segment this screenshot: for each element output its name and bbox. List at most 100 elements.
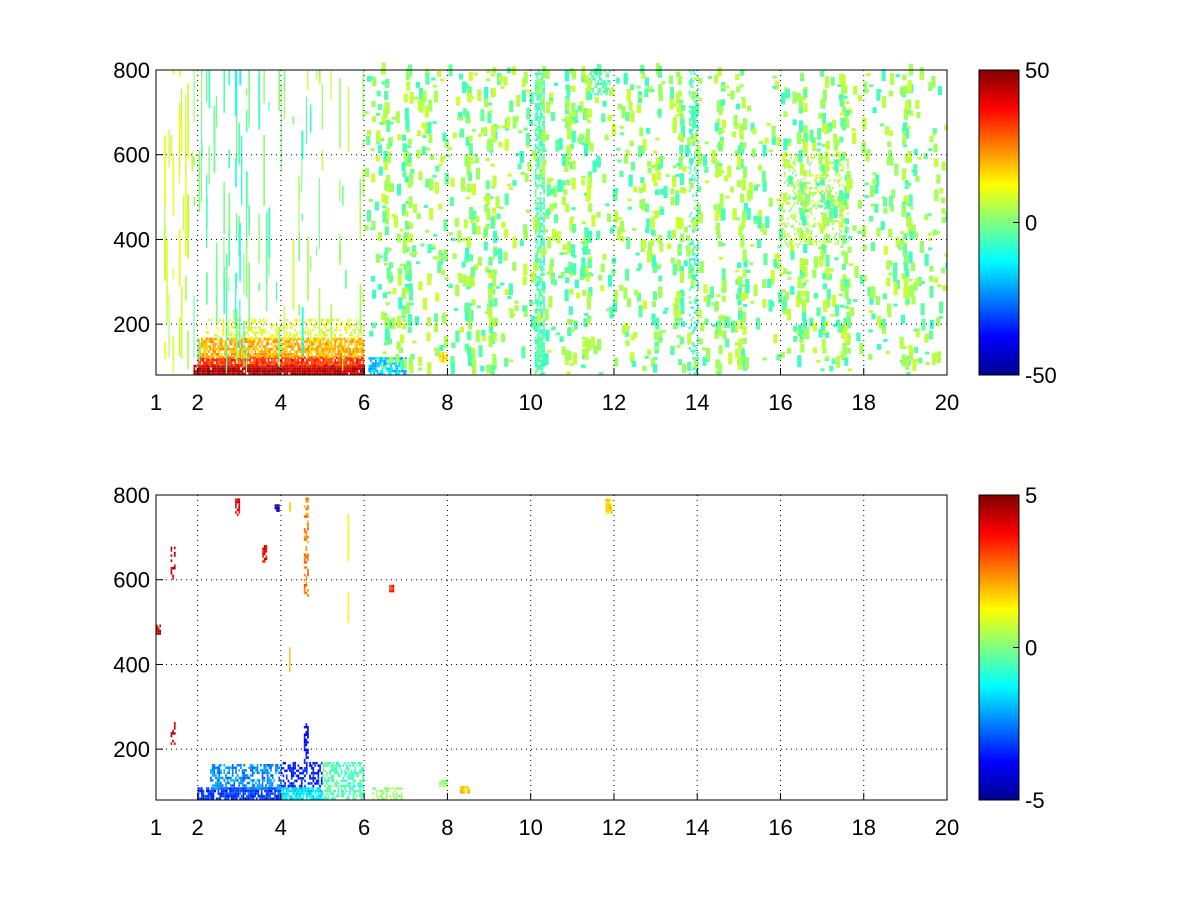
heatmap-cell	[220, 342, 223, 346]
heatmap-cell	[578, 135, 584, 145]
heatmap-cell	[526, 209, 531, 213]
heatmap-cell	[336, 372, 339, 375]
heatmap-cell	[536, 77, 539, 81]
heatmap-cell	[835, 171, 838, 175]
heatmap-cell	[729, 186, 735, 193]
heatmap-cell	[915, 176, 920, 182]
heatmap-cell	[322, 347, 325, 351]
heatmap-cell	[536, 306, 539, 309]
heatmap-cell	[748, 190, 753, 200]
heatmap-cell	[253, 367, 256, 370]
heatmap-cell	[581, 336, 586, 340]
heatmap-cell	[217, 364, 220, 367]
heatmap-cell	[492, 136, 497, 143]
heatmap-cell	[820, 192, 823, 195]
heatmap-cell	[403, 372, 405, 375]
heatmap-cell	[868, 310, 874, 313]
heatmap-cell	[833, 204, 836, 208]
heatmap-cell	[279, 353, 281, 356]
heatmap-cell	[597, 87, 599, 91]
heatmap-cell	[377, 232, 382, 241]
heatmap-cell	[201, 358, 203, 362]
heatmap-cell	[539, 136, 542, 139]
heatmap-cell	[788, 197, 791, 200]
heatmap-cell	[320, 345, 323, 348]
heatmap-cell	[535, 223, 540, 227]
heatmap-cell	[350, 331, 353, 334]
heatmap-cell	[541, 372, 544, 375]
heatmap-cell	[538, 103, 540, 106]
heatmap-cell	[357, 342, 360, 346]
heatmap-cell	[305, 364, 308, 367]
heatmap-cell	[628, 174, 633, 187]
heatmap-cell	[690, 85, 693, 88]
heatmap-cell	[249, 345, 251, 348]
heatmap-cell	[395, 372, 397, 375]
heatmap-cell	[696, 204, 701, 211]
heatmap-cell	[869, 215, 874, 222]
heatmap-cell	[294, 333, 296, 337]
heatmap-cell	[601, 113, 606, 123]
heatmap-cell	[862, 275, 867, 282]
heatmap-cell	[783, 268, 788, 274]
heatmap-cell	[398, 369, 400, 373]
heatmap-cell	[337, 347, 340, 351]
heatmap-streak	[245, 177, 248, 246]
heatmap-cell	[801, 97, 806, 101]
heatmap-cell	[688, 347, 691, 350]
heatmap-cell	[352, 364, 355, 367]
heatmap-cell	[670, 257, 675, 264]
heatmap-cell	[900, 314, 905, 324]
heatmap-cell	[818, 152, 823, 165]
heatmap-cell	[812, 156, 814, 159]
heatmap-cell	[320, 342, 323, 346]
heatmap-cell	[841, 106, 846, 113]
heatmap-cell	[385, 302, 390, 306]
heatmap-cell	[534, 293, 537, 297]
heatmap-cell	[354, 361, 356, 364]
heatmap-cell	[325, 367, 327, 370]
heatmap-cell	[349, 347, 351, 351]
heatmap-cell	[604, 82, 606, 86]
heatmap-cell	[876, 315, 882, 325]
heatmap-cell	[329, 350, 331, 353]
heatmap-cell	[647, 160, 652, 167]
heatmap-cell	[489, 196, 494, 200]
heatmap-cell	[538, 176, 540, 180]
heatmap-cell	[404, 210, 409, 217]
heatmap-cell	[803, 189, 806, 192]
heatmap-cell	[408, 357, 413, 370]
heatmap-cell	[861, 141, 866, 154]
heatmap-cell	[820, 165, 825, 172]
heatmap-cell	[273, 369, 276, 373]
heatmap-cell	[715, 222, 721, 235]
heatmap-cell	[945, 212, 947, 222]
heatmap-cell	[536, 72, 539, 75]
heatmap-cell	[786, 308, 791, 321]
heatmap-streak	[330, 304, 332, 342]
heatmap-cell	[356, 367, 359, 370]
heatmap-cell	[538, 166, 540, 170]
heatmap-cell	[324, 345, 326, 348]
heatmap-cell	[304, 364, 306, 367]
heatmap-cell	[800, 179, 803, 182]
heatmap-cell	[735, 74, 740, 80]
heatmap-cell	[679, 155, 684, 159]
heatmap-cell	[690, 263, 693, 266]
heatmap-cell	[538, 235, 540, 238]
heatmap-cell	[332, 347, 335, 351]
heatmap-cell	[695, 263, 698, 266]
heatmap-cell	[501, 222, 506, 228]
heatmap-cell	[276, 372, 279, 375]
heatmap-cell	[215, 364, 218, 367]
heatmap-cell	[536, 164, 539, 167]
heatmap-cell	[237, 355, 240, 358]
heatmap-cell	[349, 340, 351, 343]
heatmap-cell	[929, 275, 934, 282]
heatmap-cell	[237, 358, 240, 362]
heatmap-cell	[217, 345, 220, 348]
heatmap-cell	[802, 309, 807, 322]
heatmap-cell	[491, 207, 496, 214]
heatmap-cell	[534, 273, 537, 276]
heatmap-cell	[465, 136, 470, 146]
